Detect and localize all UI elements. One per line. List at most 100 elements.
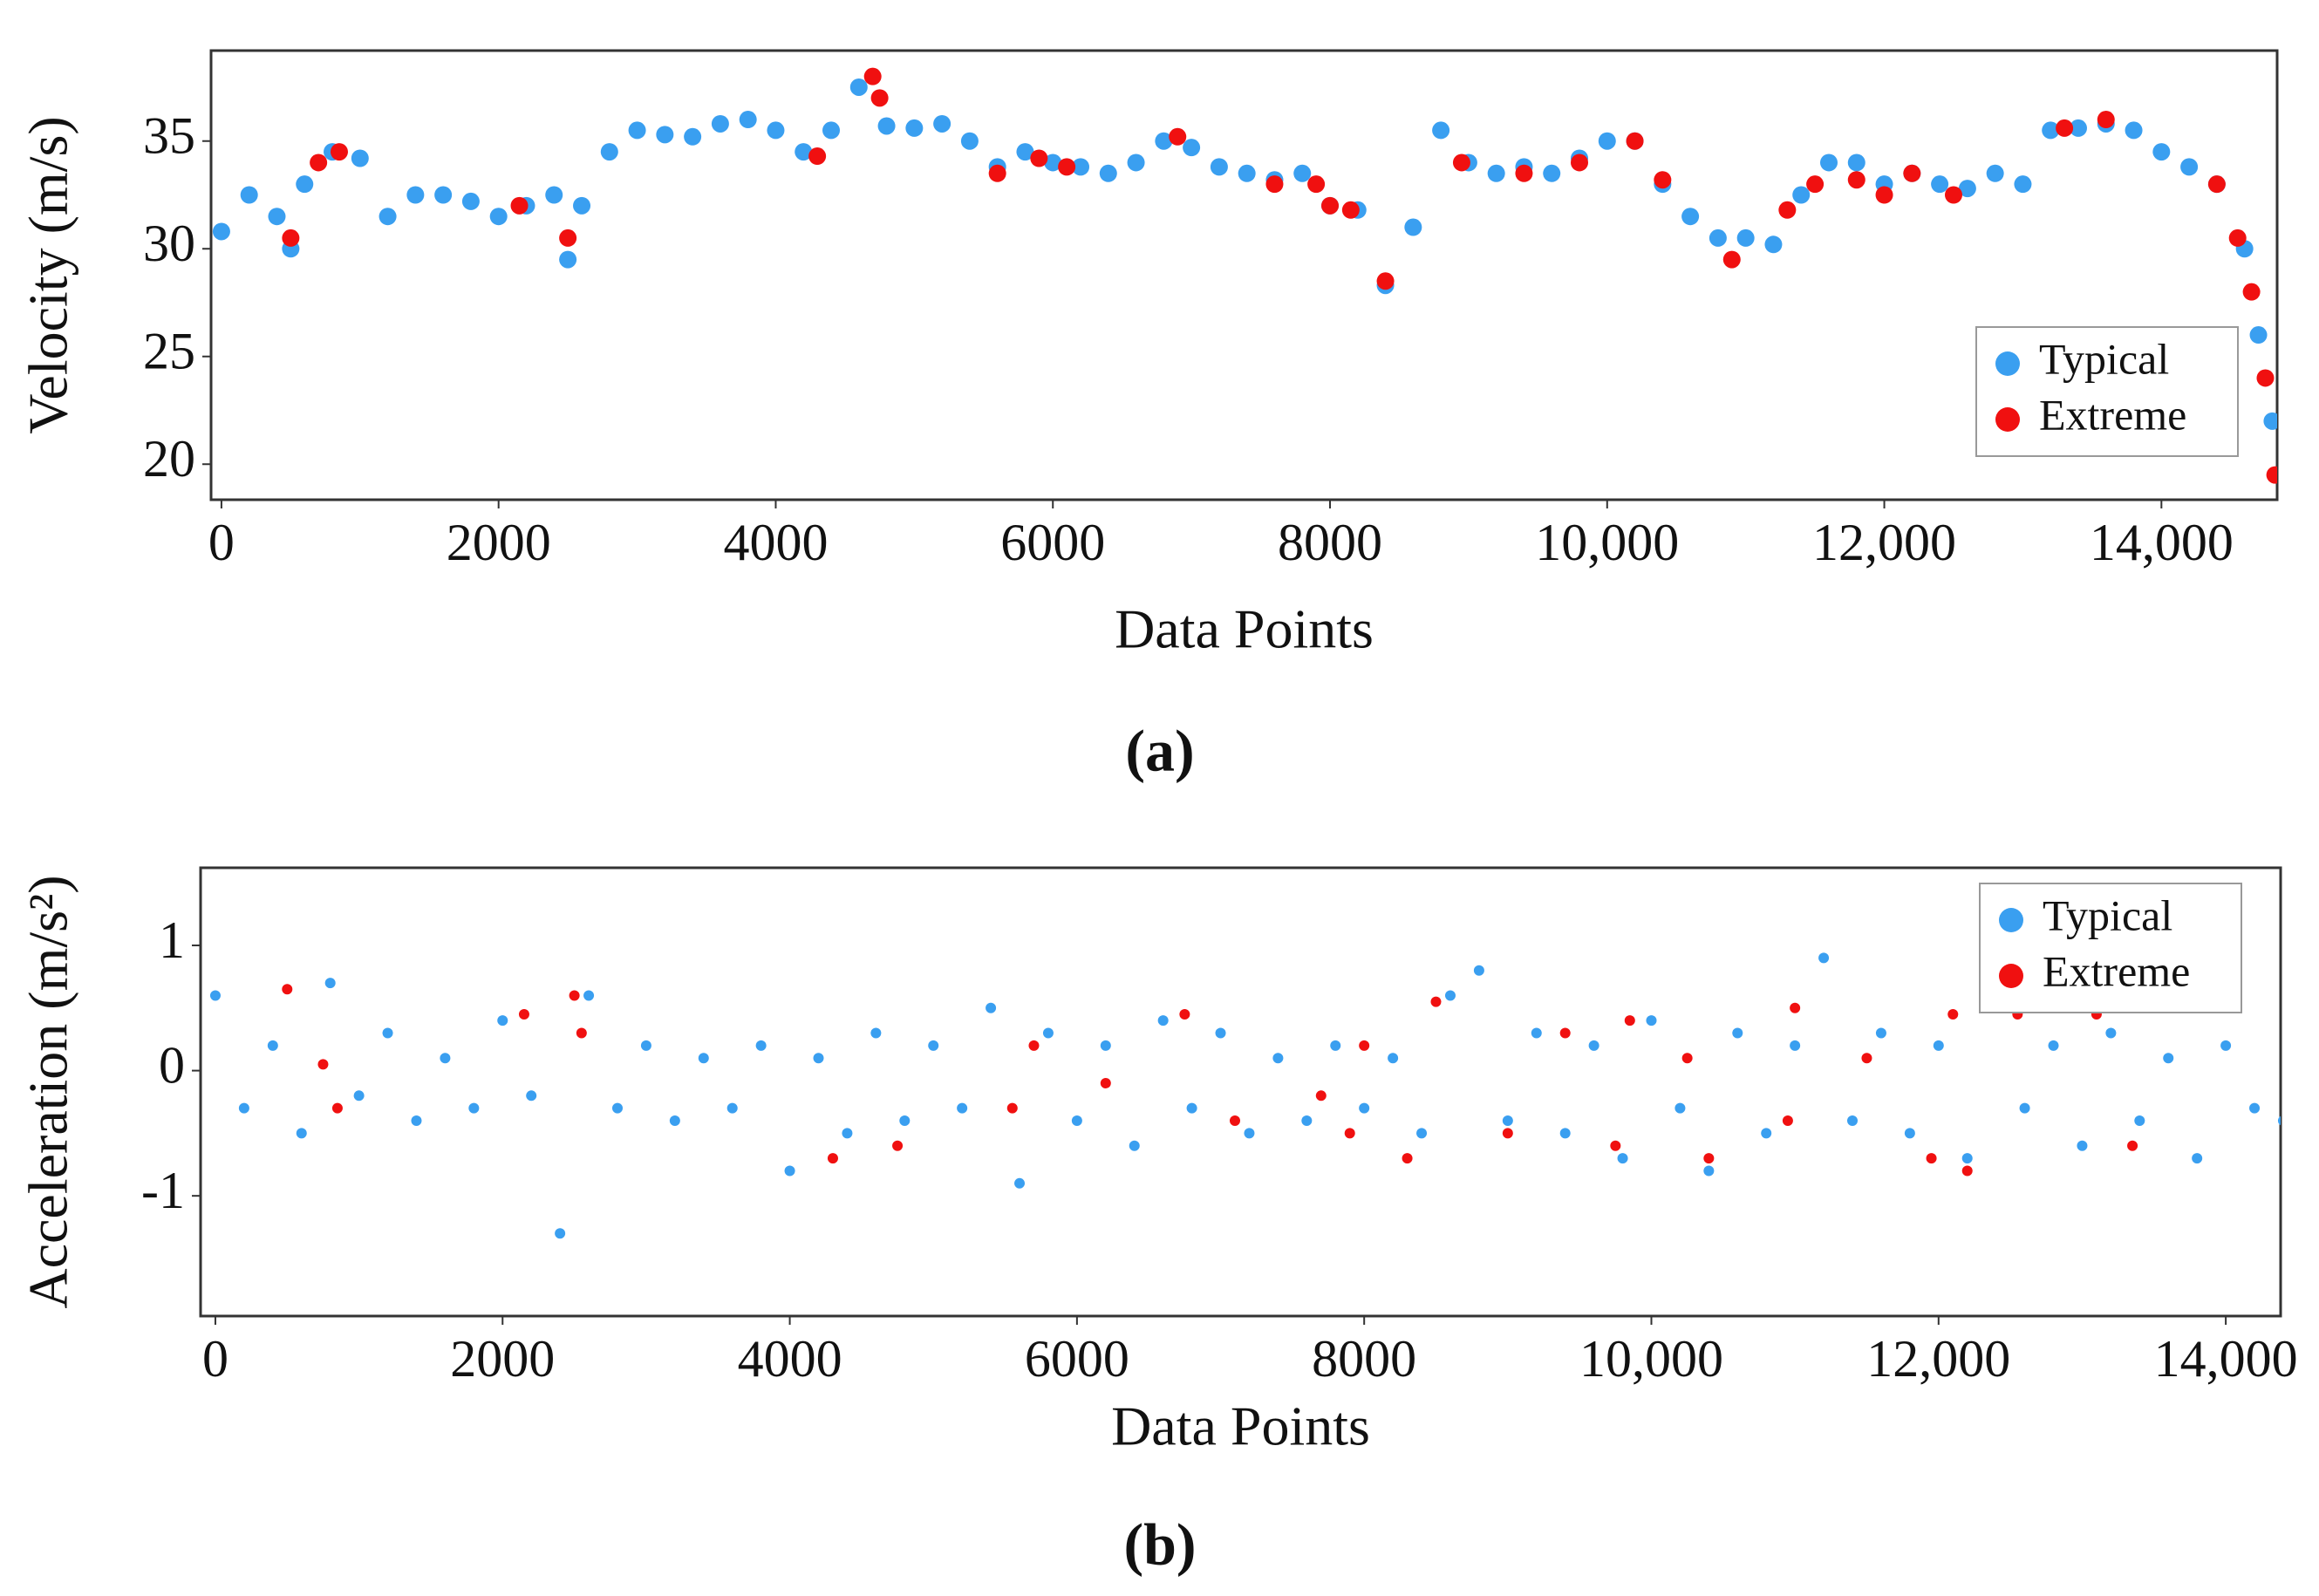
point [1782, 1115, 1793, 1127]
point [212, 222, 230, 241]
point [576, 1027, 587, 1039]
point [822, 121, 841, 140]
point [1072, 158, 1090, 176]
point [1958, 180, 1976, 198]
point [1169, 127, 1187, 146]
point [1044, 153, 1062, 172]
point [1210, 158, 1228, 176]
point [296, 1128, 307, 1139]
point [2266, 466, 2277, 484]
point [892, 1140, 904, 1151]
point [518, 1008, 529, 1020]
x-tick-label: 6000 [1000, 514, 1105, 571]
point [1820, 153, 1838, 172]
point [2207, 175, 2226, 194]
point [268, 208, 286, 226]
point [240, 186, 258, 204]
point [267, 1040, 278, 1051]
point [2163, 1053, 2174, 1064]
point [960, 132, 979, 150]
point [2152, 143, 2171, 161]
point [1646, 1015, 1657, 1026]
x-tick-label: 2000 [450, 1330, 555, 1388]
point [1293, 164, 1312, 182]
point [1875, 1027, 1886, 1039]
point [1432, 121, 1450, 140]
point [669, 1115, 680, 1127]
point [2228, 228, 2247, 247]
plot-frame [199, 866, 2282, 1318]
point [324, 978, 336, 989]
point [1674, 1102, 1686, 1114]
point [468, 1102, 480, 1114]
point [1058, 158, 1076, 176]
point [1183, 139, 1201, 157]
point [1014, 1177, 1026, 1189]
point [1947, 1008, 1959, 1020]
y-tick-label: 1 [159, 911, 185, 969]
point [863, 67, 882, 85]
point [330, 143, 348, 161]
point [2242, 283, 2261, 301]
point [1588, 1040, 1599, 1051]
point [1416, 1128, 1428, 1139]
point [2134, 1115, 2145, 1127]
point [282, 228, 300, 247]
point [1617, 1153, 1628, 1164]
point [2048, 1040, 2059, 1051]
point [628, 121, 646, 140]
point [310, 153, 328, 172]
point [1404, 218, 1422, 236]
point [559, 228, 577, 247]
point [1764, 235, 1783, 254]
legend-swatch [1999, 964, 2023, 988]
point [1961, 1165, 1973, 1177]
point [2192, 1153, 2203, 1164]
point [1531, 1027, 1542, 1039]
point [317, 1059, 329, 1070]
point [1861, 1053, 1872, 1064]
point [461, 192, 480, 210]
point [1681, 208, 1700, 226]
point [353, 1090, 365, 1102]
point [1321, 196, 1340, 215]
y-axis-label: Velocity (m/s) [17, 116, 79, 433]
point [2277, 1115, 2281, 1126]
point [1610, 1140, 1621, 1151]
point [1129, 1140, 1140, 1151]
point [1926, 1153, 1937, 1164]
point [827, 1153, 838, 1164]
y-tick-label: 35 [143, 107, 195, 165]
point [2069, 119, 2087, 137]
point [739, 111, 757, 129]
point [1559, 1027, 1571, 1039]
point [1430, 996, 1442, 1007]
point [1961, 1153, 1973, 1164]
point [296, 175, 314, 194]
point [1598, 132, 1616, 150]
point [1473, 965, 1484, 976]
point [555, 1228, 566, 1239]
point [510, 196, 529, 215]
x-tick-label: 0 [202, 1330, 228, 1388]
point [526, 1090, 537, 1102]
point [1100, 1040, 1111, 1051]
point [2249, 1102, 2261, 1114]
point [755, 1040, 767, 1051]
point [813, 1053, 824, 1064]
point [1904, 1128, 1915, 1139]
point [1790, 1040, 1801, 1051]
point [1790, 1002, 1801, 1013]
point [379, 208, 397, 226]
point [1341, 201, 1360, 219]
point [559, 250, 577, 269]
point [600, 143, 618, 161]
point [1806, 175, 1825, 194]
point [1006, 1102, 1018, 1114]
points [209, 952, 2281, 1239]
point [1722, 250, 1741, 269]
point [2097, 111, 2115, 129]
point [957, 1102, 968, 1114]
point [411, 1115, 422, 1127]
